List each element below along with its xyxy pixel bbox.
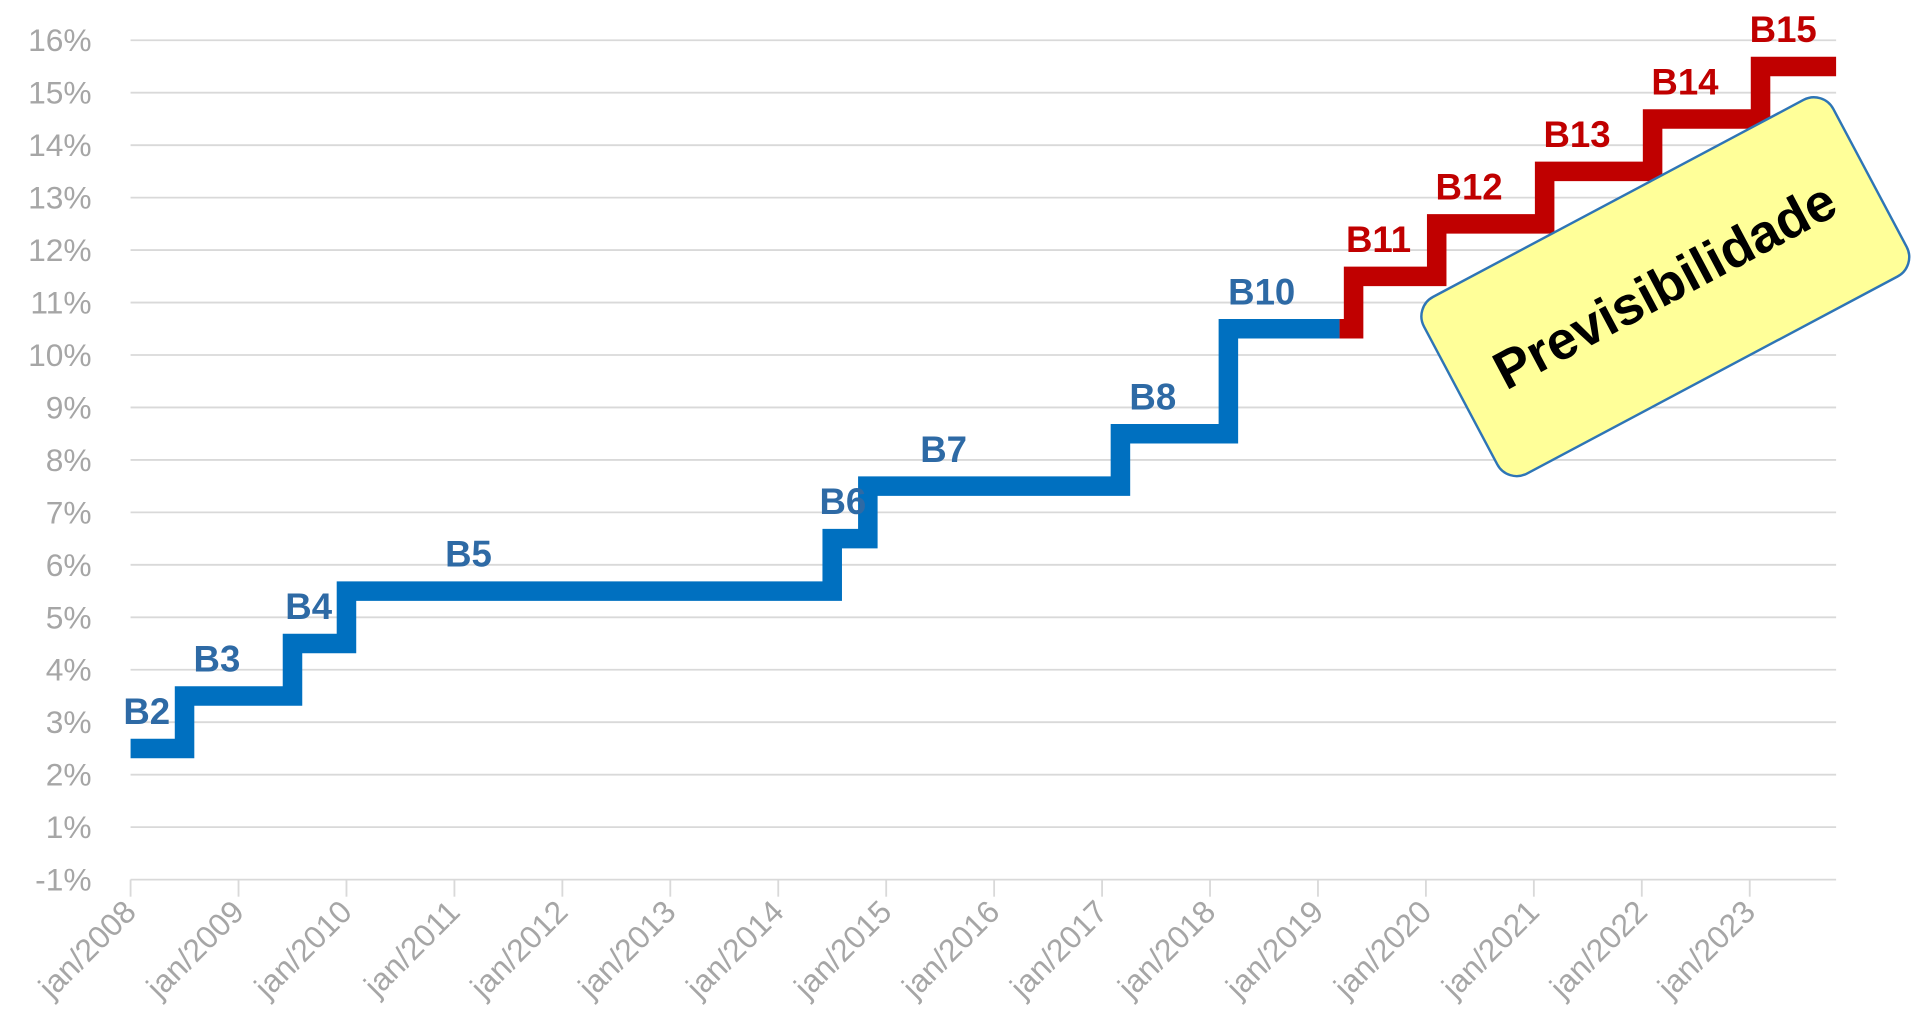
series-line <box>130 319 1340 759</box>
step-label: B11 <box>1346 219 1411 260</box>
x-tick-label: jan/2010 <box>247 893 359 1005</box>
x-tick-label: jan/2019 <box>1218 893 1330 1005</box>
y-tick-label: -1% <box>35 862 91 898</box>
y-tick-label: 14% <box>28 127 91 163</box>
step-label: B14 <box>1651 62 1719 103</box>
x-tick-label: jan/2017 <box>1002 893 1114 1005</box>
y-tick-label: 3% <box>46 704 92 740</box>
step-label: B6 <box>820 481 867 522</box>
x-tick-label: jan/2009 <box>139 893 251 1005</box>
step-label: B7 <box>920 429 967 470</box>
y-tick-label: 1% <box>46 809 92 845</box>
x-tick-label: jan/2021 <box>1434 893 1546 1005</box>
step-label: B2 <box>123 691 170 732</box>
y-tick-label: 10% <box>28 337 91 373</box>
annotation-background <box>1420 96 1911 478</box>
x-tick-label: jan/2015 <box>786 893 898 1005</box>
step-label: B13 <box>1543 114 1610 155</box>
y-tick-label: 8% <box>46 442 92 478</box>
y-tick-label: 13% <box>28 180 91 216</box>
x-tick-label: jan/2022 <box>1542 893 1654 1005</box>
x-tick-label: jan/2014 <box>678 893 790 1005</box>
step-label: B10 <box>1228 271 1295 312</box>
series <box>130 56 1837 759</box>
x-tick-label: jan/2018 <box>1110 893 1222 1005</box>
step-label: B5 <box>445 534 492 575</box>
x-tick-label: jan/2016 <box>894 893 1006 1005</box>
x-tick-label: jan/2020 <box>1326 893 1438 1005</box>
step-label: B3 <box>194 639 241 680</box>
step-label: B15 <box>1750 9 1817 50</box>
x-tick-label: jan/2013 <box>570 893 682 1005</box>
labels: -1% 1% 2% 3% 4% 5% 6% 7% 8% 9% 10% 11% 12% 13% 14% 15% 1… <box>28 9 1817 1005</box>
y-tick-label: 16% <box>28 22 91 58</box>
x-tick-label: jan/2008 <box>31 893 143 1005</box>
y-tick-label: 12% <box>28 232 91 268</box>
plot: -1% 1% 2% 3% 4% 5% 6% 7% 8% 9% 10% 11% 12% 13% 14% 15% 1… <box>28 9 1837 1005</box>
y-tick-label: 15% <box>28 75 91 111</box>
y-tick-label: 6% <box>46 547 92 583</box>
series-line <box>1339 56 1837 339</box>
x-tick-label: jan/2012 <box>462 893 574 1005</box>
y-tick-label: 7% <box>46 494 92 530</box>
y-tick-label: 11% <box>30 285 91 321</box>
step-label: B12 <box>1436 166 1503 207</box>
y-tick-label: 9% <box>46 389 92 425</box>
x-tick-label: jan/2011 <box>356 893 467 1004</box>
y-tick-label: 5% <box>46 599 92 635</box>
x-tick-label: jan/2023 <box>1650 893 1762 1005</box>
step-label: B8 <box>1129 376 1176 417</box>
y-tick-label: 4% <box>46 652 92 688</box>
step-label: B4 <box>285 586 332 627</box>
annotation-box: Previsibilidade <box>1420 96 1911 478</box>
y-tick-label: 2% <box>46 757 92 793</box>
